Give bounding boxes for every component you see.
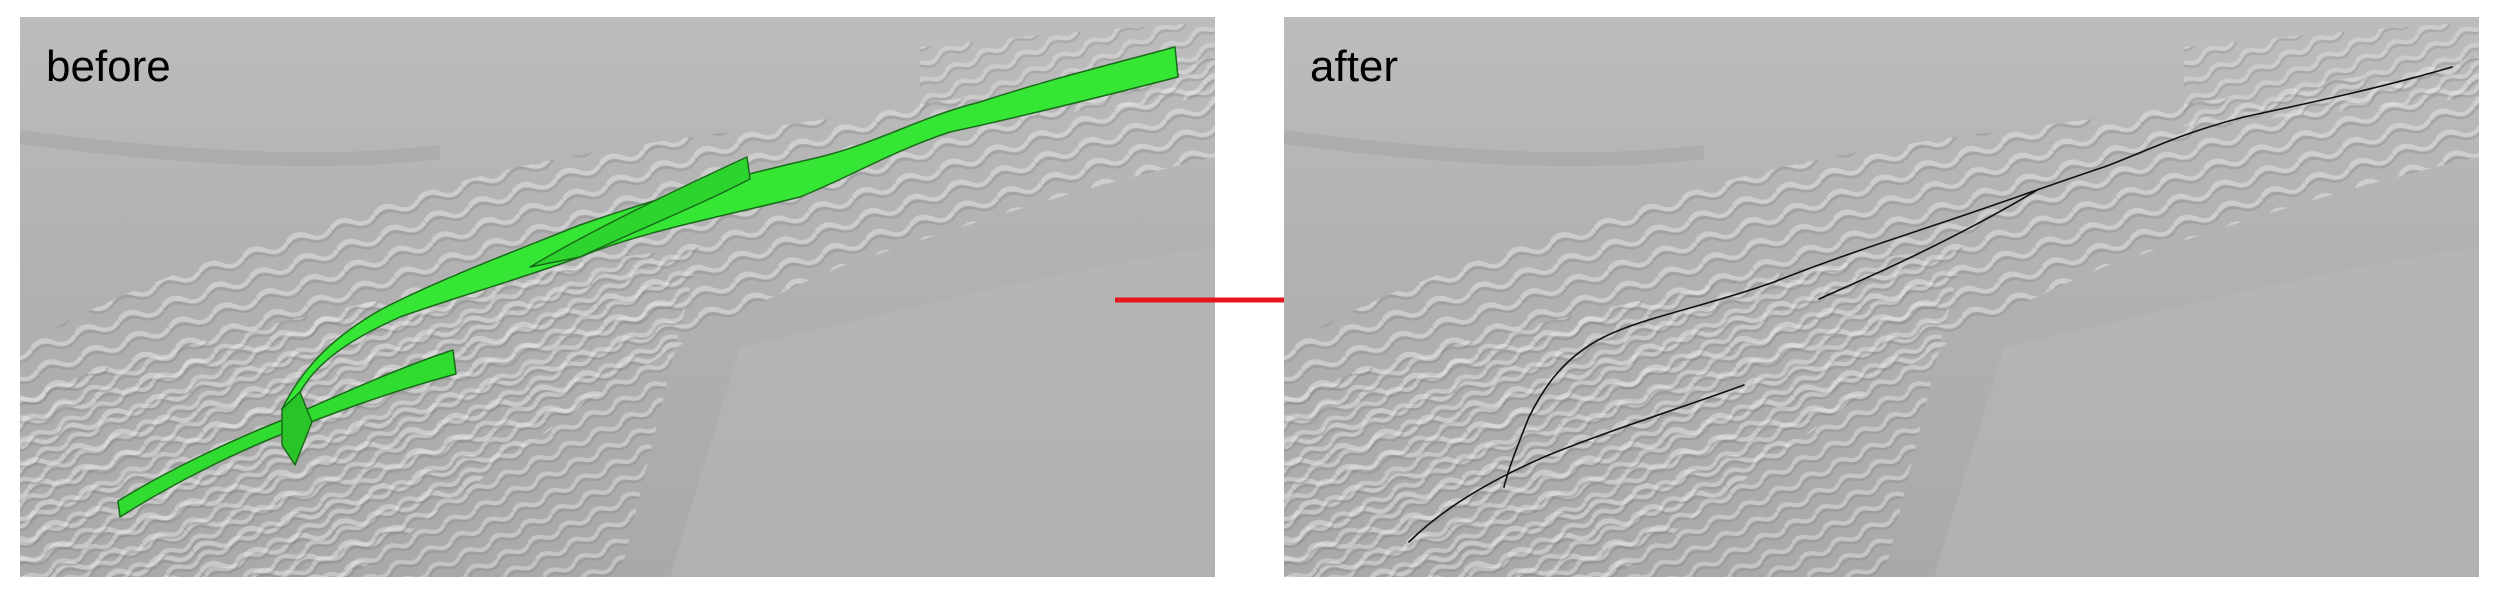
ridge-shadow <box>20 130 441 167</box>
fault-ribbons <box>117 46 1179 518</box>
ribbon-upper-branch <box>529 156 751 268</box>
ridge-shadow <box>1284 130 1705 167</box>
after-panel: after <box>1284 17 2479 577</box>
smooth-plain <box>1934 247 2479 577</box>
smooth-plain <box>670 247 1215 577</box>
textured-band-upper <box>2184 22 2479 127</box>
after-terrain-render <box>1284 17 2479 577</box>
textured-band-lower <box>20 247 700 577</box>
ribbon-lower-strip <box>117 349 457 518</box>
textured-band-lower <box>1284 247 1964 577</box>
after-label: after <box>1310 42 1399 91</box>
before-label: before <box>46 42 171 91</box>
before-panel: before <box>20 17 1215 577</box>
fault-line-main <box>1503 66 2453 488</box>
fault-lines <box>1408 66 2453 543</box>
ribbon-twist <box>281 391 313 466</box>
fault-line-lower <box>1408 384 1745 543</box>
fault-line-upper-branch <box>1818 188 2040 300</box>
before-terrain-render <box>20 17 1215 577</box>
